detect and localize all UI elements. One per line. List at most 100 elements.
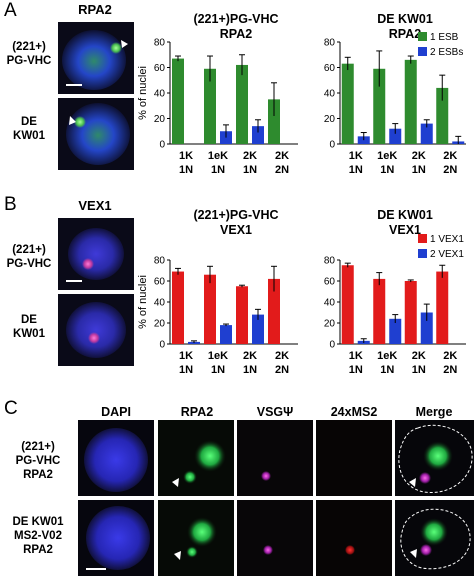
col-header-dapi: DAPI <box>101 405 131 419</box>
x-tick-label: 1K <box>179 150 193 162</box>
y-tick-label: 40 <box>324 298 336 309</box>
x-tick-label: 2N <box>275 364 289 376</box>
y-tick-label: 80 <box>154 256 166 267</box>
bar <box>404 59 417 144</box>
arrowhead-icon <box>410 549 417 558</box>
label-line: DE <box>21 116 37 128</box>
y-axis-label: % of nuclei <box>137 275 149 329</box>
bar <box>268 99 280 144</box>
bar <box>172 271 184 344</box>
panel-a-micrographs <box>58 22 134 170</box>
bar <box>236 286 248 344</box>
legend-swatch <box>418 249 427 258</box>
y-tick-label: 60 <box>324 63 336 74</box>
y-tick-label: 0 <box>329 140 335 151</box>
x-tick-label: 1N <box>412 364 426 376</box>
legend-label: 2 ESBs <box>430 47 463 58</box>
x-tick-label: 2N <box>275 164 289 176</box>
label-line: PG-VHC <box>6 258 52 270</box>
label-line: (221+) <box>21 441 55 453</box>
bar <box>373 68 386 144</box>
legend-swatch <box>418 32 427 41</box>
bar <box>389 128 402 144</box>
y-tick-label: 20 <box>154 114 166 125</box>
x-tick-label: 1eK <box>377 350 397 362</box>
label-line: RPA2 <box>23 544 53 556</box>
scale-bar <box>66 280 82 282</box>
y-tick-label: 0 <box>159 340 165 351</box>
panel-letter-a: A <box>4 0 17 21</box>
x-tick-label: 2K <box>275 150 289 162</box>
arrowhead-icon <box>69 116 76 125</box>
c-ms2-1 <box>316 420 392 496</box>
panel-a-stain-label: RPA2 <box>78 2 112 17</box>
x-tick-label: 2N <box>443 364 457 376</box>
y-tick-label: 40 <box>154 298 166 309</box>
y-axis-label: % of nuclei <box>137 66 149 120</box>
x-tick-label: 1N <box>179 164 193 176</box>
label-line: MS2-V02 <box>14 530 62 542</box>
x-tick-label: 2K <box>412 150 426 162</box>
label-line: DE KW01 <box>12 516 64 528</box>
bar <box>420 312 433 344</box>
label-line: DE <box>21 314 37 326</box>
bar <box>420 123 433 144</box>
esb-spot <box>74 116 86 128</box>
label-line: PG-VHC <box>15 455 61 467</box>
legend-label: 2 VEX1 <box>430 249 464 260</box>
x-tick-label: 1N <box>349 164 363 176</box>
x-tick-label: 2K <box>443 150 457 162</box>
panel-letter-c: C <box>4 398 18 419</box>
arrowhead-icon <box>172 478 179 487</box>
label-line: RPA2 <box>23 469 53 481</box>
arrowhead-icon <box>174 551 181 560</box>
y-tick-label: 0 <box>329 340 335 351</box>
cell-outline <box>398 424 473 494</box>
panel-a-row2-label: DE KW01 <box>0 115 58 143</box>
x-tick-label: 1N <box>412 164 426 176</box>
cell-outline <box>400 508 471 570</box>
legend-swatch <box>418 47 427 56</box>
chart-subtitle: VEX1 <box>389 223 421 237</box>
vex1-spot <box>88 332 100 344</box>
x-tick-label: 1N <box>179 364 193 376</box>
bar <box>373 278 386 344</box>
chart-title: (221+)PG-VHC <box>193 12 278 26</box>
arrowhead-icon <box>121 40 128 48</box>
c-ms2-2 <box>316 500 392 576</box>
x-tick-label: 2N <box>443 164 457 176</box>
y-tick-label: 60 <box>324 277 336 288</box>
bar <box>236 64 248 144</box>
bar <box>204 68 216 144</box>
scale-bar <box>86 568 106 570</box>
panel-c-row1-label: (221+) PG-VHC RPA2 <box>0 440 76 482</box>
chart-subtitle: RPA2 <box>220 27 252 41</box>
bar <box>188 341 200 344</box>
y-tick-label: 60 <box>154 277 166 288</box>
col-header-vsg: VSGΨ <box>256 405 294 419</box>
bar <box>404 281 417 344</box>
chart-title: DE KW01 <box>377 12 433 26</box>
x-tick-label: 1N <box>349 364 363 376</box>
y-tick-label: 20 <box>324 114 336 125</box>
scale-bar <box>66 84 82 86</box>
label-line: PG-VHC <box>6 55 52 67</box>
y-tick-label: 80 <box>154 38 166 49</box>
x-tick-label: 1eK <box>208 350 228 362</box>
esb-spot <box>110 42 122 54</box>
y-tick-label: 40 <box>154 89 166 100</box>
label-line: KW01 <box>13 130 45 142</box>
x-tick-label: 1K <box>179 350 193 362</box>
bar <box>341 63 354 144</box>
bar <box>389 318 402 344</box>
chart-subtitle: RPA2 <box>389 27 421 41</box>
y-tick-label: 80 <box>324 38 336 49</box>
panel-letter-b: B <box>4 194 17 215</box>
label-line: (221+) <box>12 244 46 256</box>
c-vsg-1 <box>237 420 313 496</box>
chart-subtitle: VEX1 <box>220 223 252 237</box>
panel-a-row1-label: (221+) PG-VHC <box>0 40 58 68</box>
